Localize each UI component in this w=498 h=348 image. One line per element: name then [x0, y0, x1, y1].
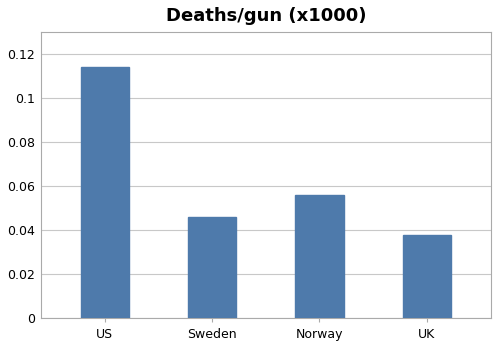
Bar [188, 217, 236, 318]
Bar [295, 195, 344, 318]
Title: Deaths/gun (x1000): Deaths/gun (x1000) [165, 7, 366, 25]
Bar [402, 235, 451, 318]
Bar [81, 67, 129, 318]
